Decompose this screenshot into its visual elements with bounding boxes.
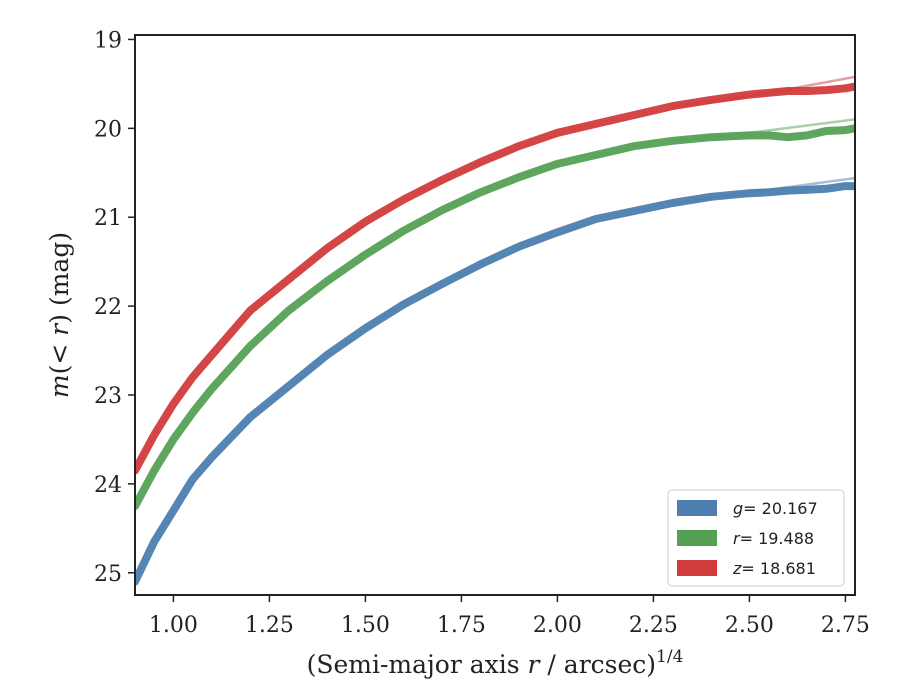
x-tick-label: 2.50 (725, 613, 774, 638)
legend: g= 20.167 r= 19.488 z= 18.681 (667, 489, 845, 587)
y-axis-label: m(< r) (mag) (45, 232, 74, 398)
x-tick-label: 2.25 (629, 613, 678, 638)
x-axis: 1.00 1.25 1.50 1.75 2.00 2.25 2.50 2.75 (149, 595, 870, 638)
y-axis: 19 20 21 22 23 24 25 (94, 28, 135, 587)
plot-frame (134, 34, 856, 596)
legend-label-r: r= 19.488 (733, 529, 814, 548)
x-tick-label: 2.00 (533, 613, 582, 638)
legend-swatch-r (677, 530, 717, 546)
legend-label-g: g= 20.167 (733, 499, 818, 518)
x-axis-label: (Semi-major axis r / arcsec)1/4 (307, 647, 684, 679)
x-tick-label: 1.75 (437, 613, 486, 638)
x-tick-label: 1.25 (245, 613, 294, 638)
y-tick-label: 21 (94, 206, 122, 231)
legend-swatch-g (677, 500, 717, 516)
y-tick-label: 19 (94, 28, 122, 53)
legend-swatch-z (677, 560, 717, 576)
y-tick-label: 25 (94, 562, 122, 587)
x-tick-label: 1.50 (341, 613, 390, 638)
y-tick-label: 23 (94, 384, 122, 409)
profile-line-z (135, 82, 855, 475)
y-tick-label: 22 (94, 295, 122, 320)
x-tick-label: 1.00 (149, 613, 198, 638)
x-tick-label: 2.75 (821, 613, 870, 638)
y-tick-label: 20 (94, 117, 122, 142)
legend-label-z: z= 18.681 (732, 559, 816, 578)
series-lines (135, 75, 855, 586)
y-tick-label: 24 (94, 473, 122, 498)
